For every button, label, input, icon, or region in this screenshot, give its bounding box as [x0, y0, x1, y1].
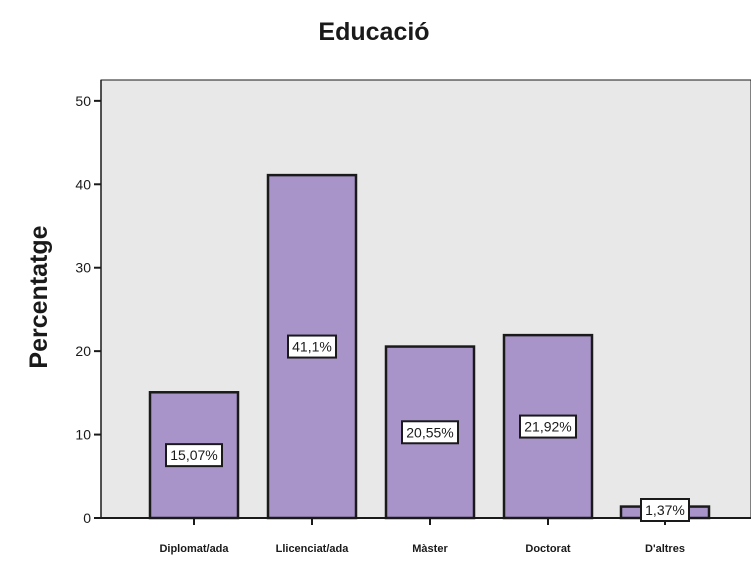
data-label: 1,37%: [640, 498, 690, 522]
data-label: 41,1%: [287, 334, 337, 359]
y-tick-label: 10: [75, 427, 91, 443]
x-tick-label: Doctorat: [525, 543, 571, 555]
data-label: 21,92%: [519, 414, 577, 439]
data-label-text: 41,1%: [292, 339, 332, 355]
y-axis: 0 10 20 30 40 50: [75, 80, 102, 526]
data-label-box: [640, 498, 690, 522]
data-label-text: 21,92%: [524, 419, 571, 435]
x-tick-label: Llicenciat/ada: [276, 543, 350, 555]
y-tick-label: 0: [83, 510, 91, 526]
x-tick-label: Diplomat/ada: [159, 543, 229, 555]
y-axis-label: Percentatge: [25, 225, 53, 368]
chart-title: Educació: [318, 18, 429, 46]
y-tick-label: 30: [75, 260, 91, 276]
data-label-box: [401, 420, 459, 445]
data-label: 15,07%: [165, 443, 223, 468]
y-tick-label: 50: [75, 93, 91, 109]
x-axis: Diplomat/ada Llicenciat/ada Màster Doctorat…: [101, 517, 751, 555]
x-tick-label: D'altres: [645, 543, 685, 555]
data-label-box: [287, 334, 337, 359]
y-tick-label: 40: [75, 176, 91, 192]
y-tick-label: 20: [75, 343, 91, 359]
data-labels: 15,07% 41,1% 20,55% 21,92% 1,37%: [165, 334, 690, 522]
x-tick-label: Màster: [412, 543, 448, 555]
data-label: 20,55%: [401, 420, 459, 445]
data-label-text: 15,07%: [170, 447, 217, 463]
data-label-box: [519, 414, 577, 439]
data-label-text: 1,37%: [645, 502, 685, 518]
data-label-box: [165, 443, 223, 468]
data-label-text: 20,55%: [406, 424, 453, 440]
